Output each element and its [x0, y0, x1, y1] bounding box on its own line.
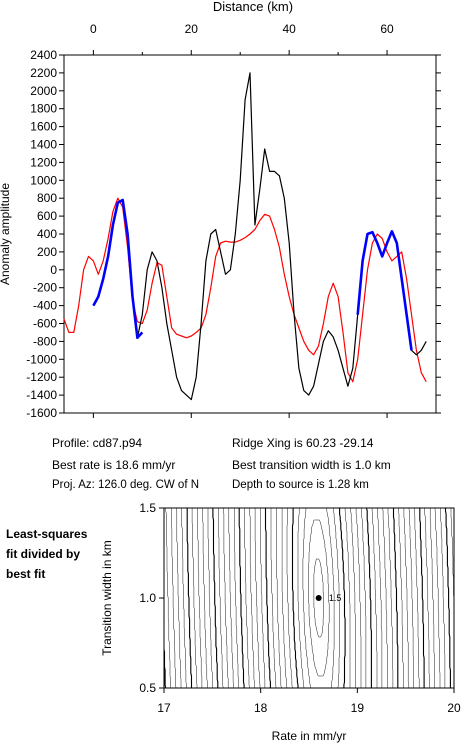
profile-y-tick-label: 2000 — [30, 84, 57, 98]
misfit-contour — [281, 508, 356, 688]
profile-y-tick-label: 400 — [37, 227, 57, 241]
contour-x-tick-label: 17 — [157, 701, 171, 715]
misfit-contour — [186, 508, 451, 688]
contour-y-tick-label: 1.0 — [139, 591, 156, 605]
projection-azimuth-text: Proj. Az: 126.0 deg. CW of N — [52, 479, 200, 491]
contour-y-tick-label: 0.5 — [139, 681, 156, 695]
misfit-contour — [164, 508, 454, 688]
profile-y-tick-label: 2200 — [30, 66, 57, 80]
misfit-contour-chart: Rate in mm/yr Transition width in km 17 1… — [100, 501, 461, 743]
best-rate-text: Best rate is 18.6 mm/yr — [52, 458, 176, 472]
contour-y-axis-title: Transition width in km — [100, 540, 114, 656]
least-squares-note-line: Least-squares — [6, 527, 88, 541]
misfit-contour — [164, 508, 454, 688]
misfit-contour — [264, 508, 372, 688]
misfit-contour — [212, 508, 425, 688]
fit-window-line — [356, 230, 413, 351]
least-squares-note: Least-squares fit divided by best fit — [6, 524, 116, 584]
misfit-contour — [297, 508, 340, 688]
contour-y-tick-label: 1.5 — [139, 501, 156, 515]
profile-y-axis-title: Anomaly amplitude — [0, 183, 12, 285]
profile-y-tick-label: -1600 — [26, 406, 57, 420]
misfit-contour — [234, 508, 404, 688]
profile-y-tick-label: 1200 — [30, 155, 57, 169]
contour-level-label: 1.5 — [329, 593, 342, 603]
profile-y-tick-label: -1400 — [26, 388, 57, 402]
profile-y-tick-label: 1600 — [30, 120, 57, 134]
misfit-contour — [171, 508, 454, 688]
profile-y-tick-label: 1800 — [30, 102, 57, 116]
misfit-contour — [218, 508, 420, 688]
anomaly-profile-chart: Distance (km) Anomaly amplitude 0 20 40 60 … — [0, 0, 441, 420]
misfit-contour — [207, 508, 430, 688]
misfit-contour — [291, 508, 346, 688]
best-fit-marker — [315, 595, 322, 601]
misfit-contour — [308, 519, 330, 677]
best-transition-width-text: Best transition width is 1.0 km — [232, 458, 391, 472]
misfit-contour — [270, 508, 367, 688]
misfit-contour — [223, 508, 414, 688]
profile-x-tick-label: 40 — [282, 22, 296, 36]
misfit-contour — [302, 508, 335, 688]
misfit-contour — [254, 508, 383, 688]
profile-x-tick-label: 0 — [90, 22, 97, 36]
fit-window-line — [92, 198, 144, 340]
contour-lines — [164, 508, 454, 688]
profile-y-tick-label: -200 — [33, 281, 57, 295]
profile-y-ticks: -1600 -1400 -1200 -1000 -800 -600 -400 -200 0 200… — [26, 48, 441, 420]
profile-x-axis-title: Distance (km) — [213, 0, 293, 14]
profile-x-ticks: 0 20 40 60 — [90, 22, 394, 418]
misfit-contour — [175, 508, 454, 688]
least-squares-note-line: fit divided by — [6, 547, 81, 561]
profile-y-tick-label: 600 — [37, 209, 57, 223]
profile-series — [63, 72, 427, 401]
misfit-contour — [286, 508, 351, 688]
misfit-contour — [202, 508, 435, 688]
contour-x-tick-label: 18 — [254, 701, 268, 715]
contour-x-tick-label: 19 — [351, 701, 365, 715]
misfit-contour — [313, 558, 324, 638]
profile-x-tick-label: 20 — [185, 22, 199, 36]
misfit-contour — [276, 508, 362, 688]
misfit-contour — [244, 508, 394, 688]
profile-name-text: Profile: cd87.p94 — [52, 436, 143, 450]
misfit-contour — [228, 508, 410, 688]
contour-y-ticks: 0.5 1.0 1.5 — [139, 501, 164, 695]
profile-y-tick-label: 800 — [37, 191, 57, 205]
ridge-crossing-text: Ridge Xing is 60.23 -29.14 — [232, 436, 374, 450]
misfit-contour — [191, 508, 446, 688]
profile-x-tick-label: 60 — [380, 22, 394, 36]
misfit-contour — [260, 508, 378, 688]
contour-x-axis-title: Rate in mm/yr — [272, 729, 347, 743]
contour-x-ticks: 17 18 19 20 — [157, 688, 461, 715]
profile-y-tick-label: -800 — [33, 334, 57, 348]
profile-y-tick-label: -600 — [33, 317, 57, 331]
contour-plot-frame — [163, 507, 455, 689]
misfit-contour — [197, 508, 441, 688]
depth-to-source-text: Depth to source is 1.28 km — [232, 479, 369, 491]
misfit-contour — [181, 508, 454, 688]
misfit-contour — [238, 508, 399, 688]
profile-y-tick-label: 200 — [37, 245, 57, 259]
contour-x-tick-label: 20 — [447, 701, 461, 715]
misfit-contour — [165, 508, 454, 688]
profile-y-tick-label: 0 — [50, 263, 57, 277]
profile-y-tick-label: 2400 — [30, 48, 57, 62]
profile-y-tick-label: 1000 — [30, 173, 57, 187]
misfit-contour — [249, 508, 388, 688]
profile-y-tick-label: -1200 — [26, 370, 57, 384]
least-squares-note-line: best fit — [6, 567, 46, 581]
model-anomaly-line — [63, 197, 427, 383]
profile-y-tick-label: -1000 — [26, 352, 57, 366]
profile-y-tick-label: -400 — [33, 299, 57, 313]
profile-y-tick-label: 1400 — [30, 138, 57, 152]
